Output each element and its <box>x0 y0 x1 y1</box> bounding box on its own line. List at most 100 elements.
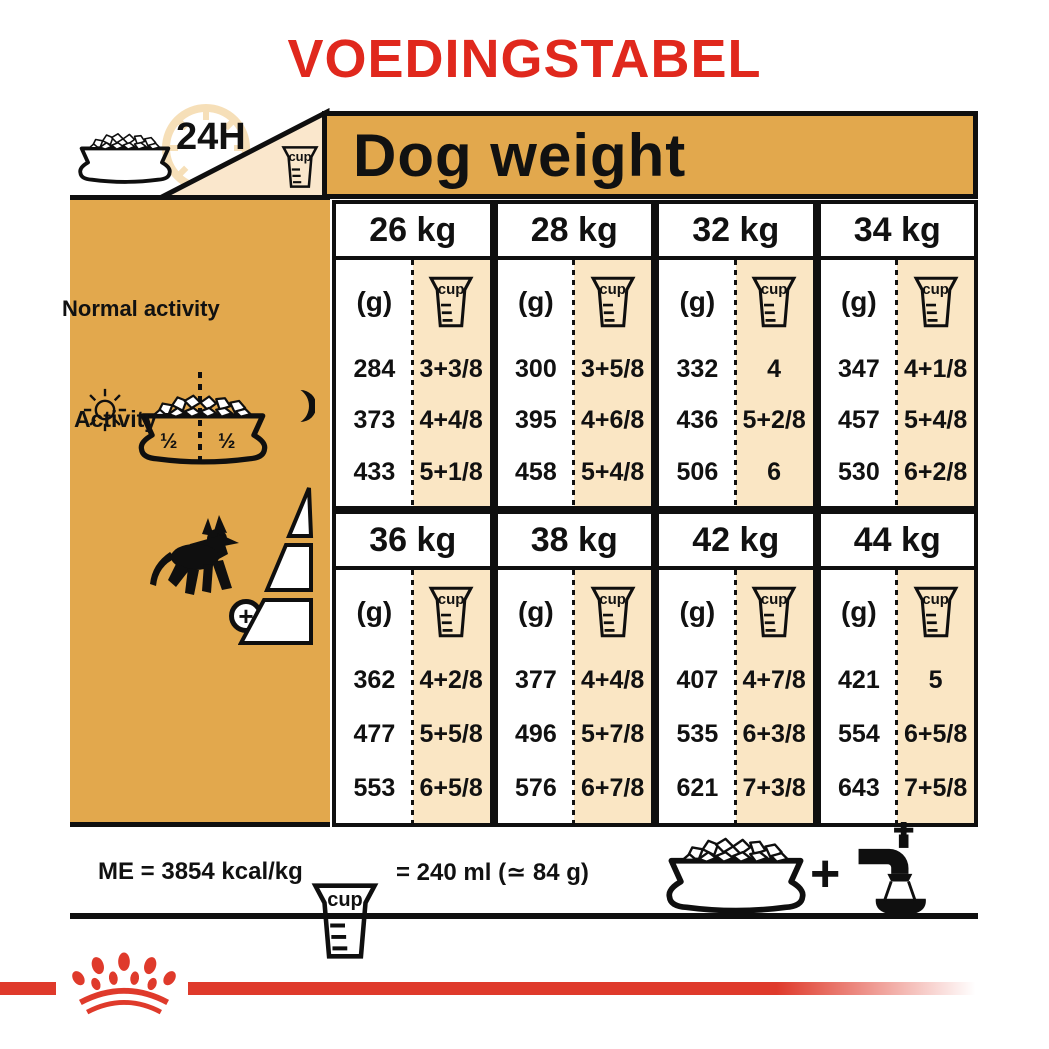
grams-value: 421 <box>838 666 880 695</box>
weight-header: 38 kg <box>497 514 651 570</box>
half-left-label: ½ <box>160 430 178 453</box>
weight-data: (g) cup 332 4 436 5+2/8 506 6 <box>659 260 813 506</box>
weight-label: 38 kg <box>530 520 618 559</box>
weight-data: (g) cup 377 4+4/8 496 5+7/8 576 6+7/8 <box>498 570 651 823</box>
weight-label: 28 kg <box>530 210 618 249</box>
water-tap-icon <box>856 822 936 918</box>
cup-word: cup <box>327 889 363 911</box>
cups-value: 6+7/8 <box>580 773 645 802</box>
cups-value: 4+6/8 <box>580 406 645 435</box>
grams-value: 362 <box>353 666 396 695</box>
dotted-divider <box>733 570 737 823</box>
grams-value: 506 <box>676 457 719 486</box>
weight-header: 44 kg <box>820 514 974 570</box>
grams-value: 284 <box>353 355 396 384</box>
grams-value: 458 <box>515 457 557 486</box>
cups-value: 7+3/8 <box>742 773 806 802</box>
dog-weight-header: Dog weight <box>322 111 978 199</box>
cup-column-background <box>735 260 813 506</box>
grams-unit-label: (g) <box>840 286 877 317</box>
cups-value: 6 <box>767 457 782 486</box>
cup-icon: cup <box>590 274 636 330</box>
cups-value: 5+1/8 <box>419 457 483 486</box>
cups-value: 5+7/8 <box>580 719 645 748</box>
dotted-divider <box>895 570 899 823</box>
activity-ramp-icon <box>238 487 314 645</box>
weight-column: 26 kg (g) cup 284 3+3/8 373 4+4/ <box>332 200 494 510</box>
cups-value: 4+1/8 <box>903 355 968 384</box>
weight-label: 42 kg <box>692 520 780 559</box>
weight-header: 32 kg <box>659 204 813 260</box>
cups-value: 5 <box>928 666 943 695</box>
weight-data: (g) cup 284 3+3/8 373 4+4/8 433 5+1/8 <box>336 260 490 506</box>
weight-column: 32 kg (g) cup 332 4 436 5+2/8 <box>655 200 817 510</box>
cup-icon: cup <box>428 584 474 640</box>
grams-value: 643 <box>838 773 880 802</box>
dog-activity-vertical-label: DOG ACTIVITY <box>12 308 69 431</box>
weight-label: 26 kg <box>369 210 457 249</box>
cup-icon: cup <box>913 584 959 640</box>
weight-header: 26 kg <box>336 204 490 260</box>
grams-value: 554 <box>838 719 880 748</box>
cup-icon: cup <box>590 584 636 640</box>
cups-value: 6+3/8 <box>742 719 806 748</box>
cup-word: cup <box>599 281 626 298</box>
grams-value: 477 <box>353 719 396 748</box>
dog-weight-label: Dog weight <box>353 121 687 189</box>
cups-value: 6+2/8 <box>903 457 968 486</box>
grams-value: 332 <box>676 355 719 384</box>
weight-header: 28 kg <box>497 204 651 260</box>
plus-sign: + <box>810 845 841 903</box>
dotted-divider <box>410 260 414 506</box>
cup-word: cup <box>922 281 949 298</box>
weight-label: 34 kg <box>853 210 941 249</box>
cup-column-background <box>574 260 651 506</box>
cup-word: cup <box>760 281 788 298</box>
cups-value: 4+2/8 <box>419 666 483 695</box>
grams-unit-label: (g) <box>517 596 554 627</box>
page-title: VOEDINGSTABEL <box>287 29 762 89</box>
weight-label: 32 kg <box>692 210 780 249</box>
grams-value: 373 <box>353 406 396 435</box>
weight-label: 44 kg <box>853 520 941 559</box>
legend-cup-icon: cup <box>310 880 380 962</box>
grams-value: 433 <box>353 457 396 486</box>
weight-column: 44 kg (g) cup 421 5 554 6+5/8 <box>816 510 978 827</box>
hours-label: 24H <box>176 116 246 158</box>
cups-value: 4+4/8 <box>580 666 645 695</box>
cups-value: 5+4/8 <box>580 457 645 486</box>
cup-column-background <box>897 570 974 823</box>
cup-column-background <box>897 260 974 506</box>
grams-value: 300 <box>515 355 557 384</box>
cup-column-background <box>412 260 490 506</box>
cup-column-background <box>574 570 651 823</box>
cup-icon: cup <box>751 274 797 330</box>
legend-bowl-icon <box>660 836 812 914</box>
weight-column: 36 kg (g) cup 362 4+2/8 477 5+5/ <box>332 510 494 827</box>
cup-word: cup <box>599 591 626 608</box>
dotted-divider <box>572 260 576 506</box>
cup-icon: cup <box>751 584 797 640</box>
grams-value: 530 <box>838 457 880 486</box>
footer-divider <box>70 913 978 919</box>
cup-word: cup <box>437 281 465 298</box>
weight-label: 36 kg <box>369 520 457 559</box>
dotted-divider <box>572 570 576 823</box>
half-right-label: ½ <box>218 430 236 453</box>
cup-column-background <box>735 570 813 823</box>
grams-value: 436 <box>676 406 719 435</box>
weight-header: 34 kg <box>820 204 974 260</box>
dotted-divider <box>733 260 737 506</box>
grams-value: 407 <box>676 666 719 695</box>
cups-value: 5+4/8 <box>903 406 968 435</box>
cup-column-background <box>412 570 490 823</box>
cups-value: 4 <box>767 355 782 384</box>
weight-column: 42 kg (g) cup 407 4+7/8 535 6+3/ <box>655 510 817 827</box>
cups-value: 6+5/8 <box>903 719 968 748</box>
weight-column: 38 kg (g) cup 377 4+4/8 496 5+7/ <box>493 510 655 827</box>
grams-unit-label: (g) <box>356 286 393 317</box>
me-kcal-label: ME = 3854 kcal/kg <box>98 858 303 885</box>
weight-data: (g) cup 407 4+7/8 535 6+3/8 621 7+3/8 <box>659 570 813 823</box>
weight-header: 42 kg <box>659 514 813 570</box>
